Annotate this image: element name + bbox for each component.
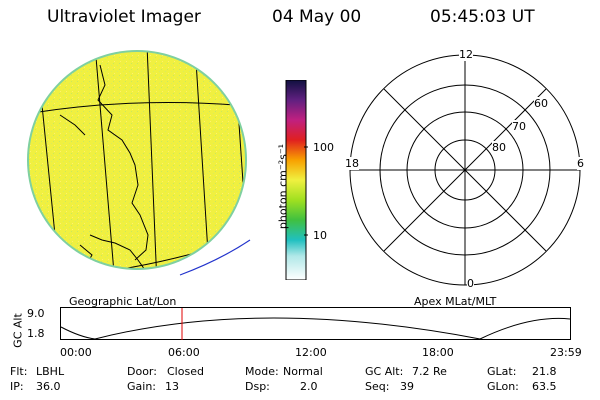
- orbit-xtick-3: 18:00: [422, 346, 454, 359]
- glat-label: GLat:: [487, 365, 517, 378]
- gain-label: Gain:: [127, 380, 156, 393]
- orbit-xtick-1: 06:00: [168, 346, 200, 359]
- mode-value: Normal: [283, 365, 323, 378]
- mode-label: Mode:: [245, 365, 279, 378]
- seq-label: Seq:: [365, 380, 390, 393]
- gc-alt-value: 7.2 Re: [412, 365, 447, 378]
- orbit-altitude-plot: [60, 307, 571, 340]
- apex-label: Apex MLat/MLT: [414, 295, 497, 308]
- orbit-ytick-low: 1.8: [27, 327, 45, 340]
- colorbar-tick-10: 10: [313, 229, 327, 242]
- gain-value: 13: [165, 380, 179, 393]
- mlat-label-70: 70: [512, 120, 526, 133]
- ip-label: IP:: [10, 380, 24, 393]
- door-value: Closed: [167, 365, 204, 378]
- orbit-ylabel: GC Alt: [11, 313, 25, 348]
- earth-disk: [29, 52, 245, 268]
- mlt-label-0: 0: [467, 277, 474, 290]
- time-label: 05:45:03 UT: [430, 7, 535, 27]
- polar-plot: [349, 54, 581, 286]
- ip-value: 36.0: [36, 380, 61, 393]
- mlt-label-18: 18: [345, 157, 359, 170]
- coastline: [59, 64, 149, 268]
- door-label: Door:: [127, 365, 157, 378]
- mlt-label-12: 12: [459, 48, 473, 61]
- orbit-xtick-2: 12:00: [295, 346, 327, 359]
- mlat-label-60: 60: [534, 97, 548, 110]
- filter-label: Flt:: [10, 365, 28, 378]
- glon-label: GLon:: [487, 380, 519, 393]
- glat-value: 21.8: [532, 365, 557, 378]
- seq-value: 39: [400, 380, 414, 393]
- date-label: 04 May 00: [272, 7, 362, 27]
- terminator-line: [179, 239, 251, 276]
- uv-image-panel: [27, 50, 251, 276]
- colorbar: [285, 80, 308, 280]
- instrument-title: Ultraviolet Imager: [47, 7, 201, 27]
- gc-alt-label: GC Alt:: [365, 365, 404, 378]
- geographic-label: Geographic Lat/Lon: [69, 295, 177, 308]
- glon-value: 63.5: [532, 380, 557, 393]
- orbit-xtick-0: 00:00: [60, 346, 92, 359]
- altitude-curve: [60, 317, 571, 340]
- mlt-label-6: 6: [577, 157, 584, 170]
- dsp-value: 2.0: [300, 380, 318, 393]
- filter-value: LBHL: [36, 365, 65, 378]
- orbit-ytick-high: 9.0: [27, 307, 45, 320]
- colorbar-unit-label: photon cm⁻²s⁻¹: [276, 143, 290, 230]
- colorbar-tick-100: 100: [313, 141, 334, 154]
- mlat-label-80: 80: [492, 141, 506, 154]
- dsp-label: Dsp:: [245, 380, 270, 393]
- orbit-xtick-4: 23:59: [550, 346, 582, 359]
